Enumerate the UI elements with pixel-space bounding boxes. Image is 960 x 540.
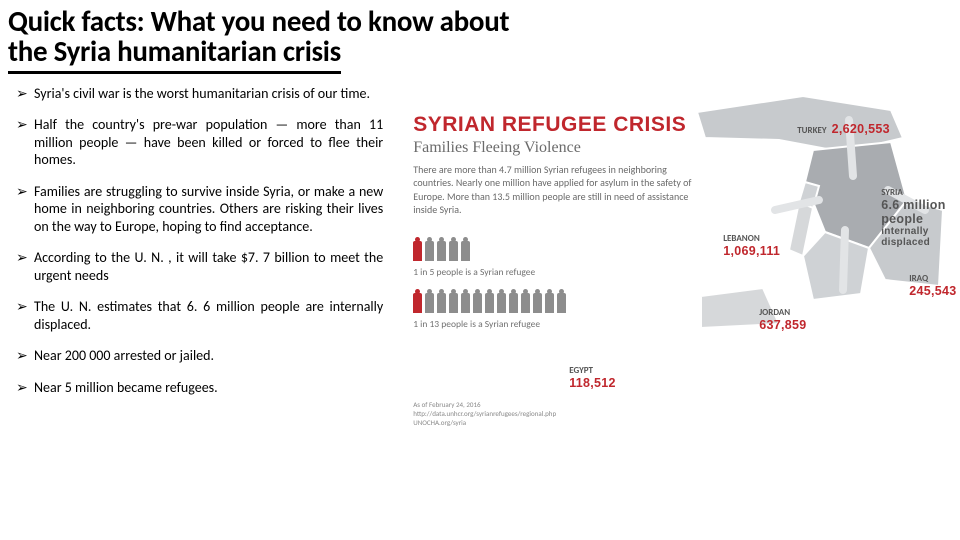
callout-value: 245,543 — [909, 284, 956, 298]
person-icon — [557, 293, 566, 313]
person-icon — [461, 293, 470, 313]
callout-value: 1,069,111 — [723, 244, 780, 258]
person-icon — [473, 293, 482, 313]
infographic-blurb: There are more than 4.7 million Syrian r… — [413, 163, 703, 217]
person-icon — [497, 293, 506, 313]
source-line: http://data.unhcr.org/syrianrefugees/reg… — [413, 409, 556, 418]
map-callout: EGYPT118,512 — [569, 365, 616, 390]
infographic: SYRIAN REFUGEE CRISIS Families Fleeing V… — [401, 85, 952, 435]
fact-text: Near 200 000 arrested or jailed. — [34, 347, 383, 365]
callout-value: 118,512 — [569, 376, 616, 390]
list-item: ➢ Syria's civil war is the worst humanit… — [16, 85, 383, 103]
people-ratio-caption: 1 in 5 people is a Syrian refugee — [413, 266, 595, 278]
page-title: Quick facts: What you need to know about… — [8, 6, 708, 67]
chevron-right-icon: ➢ — [16, 249, 34, 284]
people-ratio-row: 1 in 13 people is a Syrian refugee — [413, 293, 696, 330]
person-icon — [521, 293, 530, 313]
person-icon — [413, 241, 422, 261]
title-line-2: the Syria humanitarian crisis — [8, 33, 341, 74]
map-callout: LEBANON1,069,111 — [723, 233, 780, 258]
list-item: ➢ Near 200 000 arrested or jailed. — [16, 347, 383, 365]
person-icon — [509, 293, 518, 313]
callout-label: SYRIA — [881, 187, 903, 198]
list-item: ➢ According to the U. N. , it will take … — [16, 249, 383, 284]
chevron-right-icon: ➢ — [16, 347, 34, 365]
facts-list: ➢ Syria's civil war is the worst humanit… — [8, 85, 383, 435]
callout-label: JORDAN — [759, 307, 790, 318]
callout-label: IRAQ — [909, 273, 928, 284]
person-icon — [449, 293, 458, 313]
callout-label: TURKEY — [797, 125, 826, 136]
list-item: ➢ The U. N. estimates that 6. 6 million … — [16, 298, 383, 333]
infographic-header: SYRIAN REFUGEE CRISIS — [413, 113, 686, 137]
chevron-right-icon: ➢ — [16, 85, 34, 103]
person-icon — [437, 241, 446, 261]
people-ratio-caption: 1 in 13 people is a Syrian refugee — [413, 318, 696, 330]
page: Quick facts: What you need to know about… — [0, 0, 960, 540]
person-icon — [413, 293, 422, 313]
map-callout: TURKEY 2,620,553 — [797, 122, 890, 136]
fact-text: Syria's civil war is the worst humanitar… — [34, 85, 383, 103]
chevron-right-icon: ➢ — [16, 183, 34, 236]
person-icon — [437, 293, 446, 313]
person-icon — [461, 241, 470, 261]
callout-label: EGYPT — [569, 365, 593, 376]
chevron-right-icon: ➢ — [16, 116, 34, 169]
fact-text: The U. N. estimates that 6. 6 million pe… — [34, 298, 383, 333]
fact-text: Near 5 million became refugees. — [34, 379, 383, 397]
person-icon — [425, 241, 434, 261]
fact-text: Half the country's pre-war population — … — [34, 116, 383, 169]
map-callout: SYRIA6.6 million peopleinternally displa… — [881, 187, 952, 248]
fact-text: Families are struggling to survive insid… — [34, 183, 383, 236]
person-icon — [485, 293, 494, 313]
map-callout: JORDAN637,859 — [759, 307, 806, 332]
infographic-subheader: Families Fleeing Violence — [413, 139, 581, 157]
source-line: UNOCHA.org/syria — [413, 418, 466, 427]
source-line: As of February 24, 2016 — [413, 400, 480, 409]
source-note: As of February 24, 2016 http://data.unhc… — [413, 400, 556, 427]
callout-label: LEBANON — [723, 233, 760, 244]
map-callout: IRAQ245,543 — [909, 273, 956, 298]
callout-value: 6.6 million people — [881, 198, 952, 226]
callout-value: 2,620,553 — [832, 122, 890, 136]
body-row: ➢ Syria's civil war is the worst humanit… — [8, 85, 952, 435]
callout-value: internally displaced — [881, 226, 952, 248]
chevron-right-icon: ➢ — [16, 298, 34, 333]
list-item: ➢ Half the country's pre-war population … — [16, 116, 383, 169]
chevron-right-icon: ➢ — [16, 379, 34, 397]
person-icon — [425, 293, 434, 313]
person-icon — [545, 293, 554, 313]
list-item: ➢ Near 5 million became refugees. — [16, 379, 383, 397]
callout-value: 637,859 — [759, 318, 806, 332]
people-ratio-row: 1 in 5 people is a Syrian refugee — [413, 241, 595, 278]
fact-text: According to the U. N. , it will take $7… — [34, 249, 383, 284]
person-icon — [449, 241, 458, 261]
list-item: ➢ Families are struggling to survive ins… — [16, 183, 383, 236]
person-icon — [533, 293, 542, 313]
